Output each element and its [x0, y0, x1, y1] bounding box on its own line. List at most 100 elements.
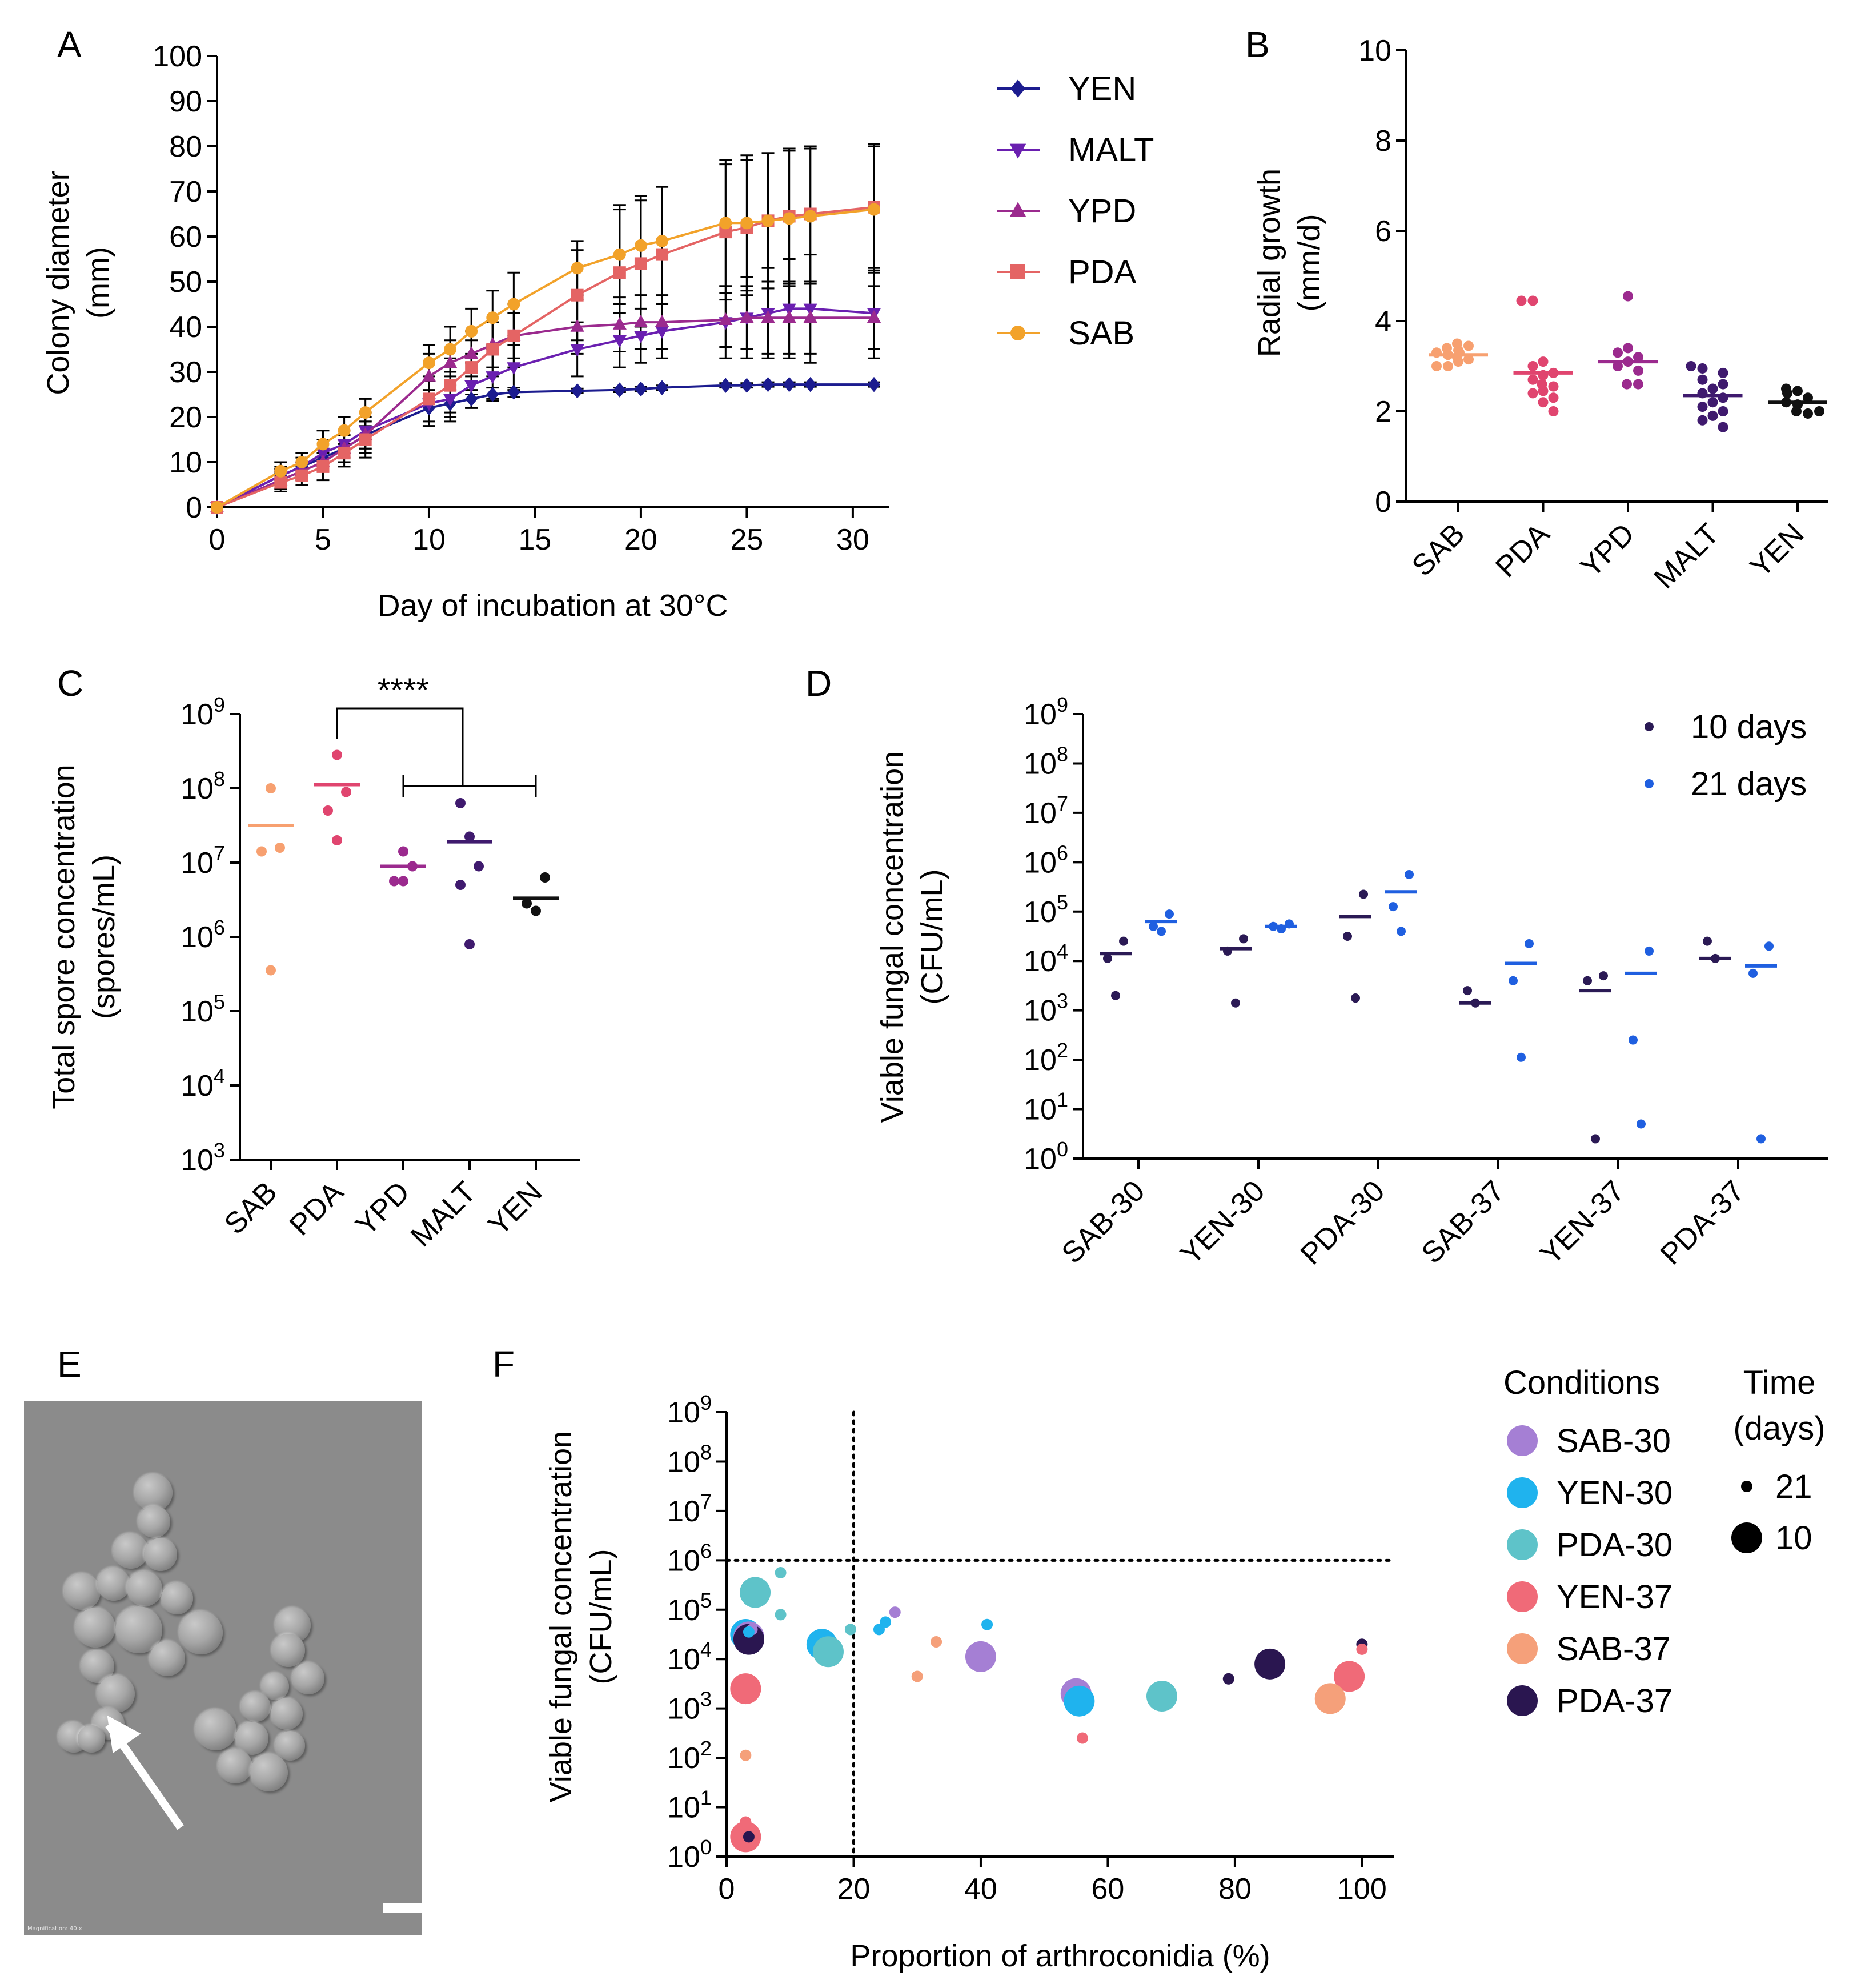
a-point-ypd — [655, 314, 669, 327]
d-y-tick-label-exp: 8 — [1057, 742, 1068, 765]
c-y-tick-label: 109 — [181, 693, 225, 731]
a-point-yen — [804, 376, 817, 392]
cell — [144, 1538, 177, 1571]
b-point-pda — [1538, 397, 1549, 408]
a-y-tick-label: 10 — [169, 446, 202, 479]
d-point-21-days — [1165, 909, 1174, 919]
f-legend-label-pda-30: PDA-30 — [1557, 1526, 1673, 1564]
a-point-ypd — [612, 316, 627, 330]
d-y-tick-label-exp: 7 — [1057, 792, 1068, 815]
d-point-10-days — [1119, 936, 1128, 946]
f-point-sab-37 — [740, 1749, 752, 1761]
cell — [275, 1731, 305, 1761]
a-point-pda — [465, 361, 478, 374]
b-point-ypd — [1623, 343, 1633, 354]
f-point-pda-37 — [1222, 1673, 1234, 1685]
a-point-yen — [507, 384, 520, 400]
f-x-label: Proportion of arthroconidia (%) — [850, 1939, 1270, 1973]
a-y-tick-label: 60 — [169, 221, 202, 254]
d-y-tick-label-exp: 5 — [1057, 891, 1068, 914]
f-legend-marker-pda-30 — [1507, 1529, 1538, 1560]
f-point-pda-30 — [812, 1636, 844, 1668]
f-legend-marker-sab-37 — [1507, 1633, 1538, 1664]
c-point-malt — [474, 861, 484, 872]
d-legend-marker-0 — [1645, 722, 1654, 731]
c-y-tick-label-base: 10 — [181, 1144, 214, 1177]
a-point-sab — [274, 464, 287, 478]
f-legend-marker-sab-30 — [1507, 1425, 1538, 1456]
f-y-tick-label-base: 10 — [667, 1544, 700, 1577]
b-point-pda — [1527, 388, 1538, 399]
c-x-tick-label: MALT — [404, 1175, 482, 1253]
a-point-yen — [740, 378, 753, 393]
b-point-malt — [1718, 422, 1728, 432]
f-y-tick-label: 107 — [667, 1490, 712, 1528]
d-point-10-days — [1239, 934, 1248, 944]
f-point-pda-30 — [1146, 1681, 1177, 1712]
a-point-pda — [613, 266, 626, 279]
f-point-yen-37 — [1334, 1661, 1365, 1692]
f-point-pda-30 — [775, 1609, 787, 1621]
a-point-ypd — [803, 310, 817, 323]
d-point-21-days — [1517, 1052, 1526, 1062]
a-point-malt — [803, 303, 817, 316]
a-point-sab — [338, 424, 351, 437]
a-legend: YEN MALT YPD PDA SAB — [997, 70, 1154, 352]
b-x-tick-label: SAB — [1406, 517, 1471, 583]
a-point-sab — [211, 501, 223, 514]
f-point-yen-37 — [730, 1673, 761, 1705]
c-y-tick-label: 108 — [181, 767, 225, 805]
b-y-tick-label: 0 — [1375, 486, 1391, 519]
a-point-pda — [274, 476, 287, 489]
a-point-sab — [507, 298, 520, 311]
a-x-tick-label: 30 — [836, 523, 869, 556]
c-y-label-1: Total spore concentration — [47, 764, 81, 1109]
f-point-sab-37 — [931, 1636, 942, 1648]
cell — [262, 1673, 289, 1700]
b-point-malt — [1718, 367, 1728, 378]
d-y-tick-label: 106 — [1024, 841, 1068, 879]
f-legend-title: Conditions — [1503, 1364, 1660, 1401]
a-point-malt — [570, 344, 584, 357]
b-y-tick-label: 2 — [1375, 395, 1391, 428]
a-y-tick-label: 100 — [153, 40, 202, 73]
a-point-malt — [464, 380, 479, 393]
panel-label-c: C — [57, 663, 83, 704]
f-y-tick-label: 101 — [667, 1786, 712, 1825]
f-point-pda-30 — [775, 1566, 787, 1578]
a-y-tick-label: 70 — [169, 175, 202, 209]
c-point-ypd — [389, 876, 399, 887]
c-y-tick-label-exp: 3 — [214, 1139, 225, 1162]
d-x-tick-label: YEN-30 — [1174, 1174, 1272, 1271]
d-y-tick-label: 105 — [1024, 891, 1068, 929]
d-point-10-days — [1359, 889, 1368, 899]
a-point-malt — [316, 448, 330, 461]
f-size-legend-marker-10 — [1731, 1522, 1762, 1553]
b-x-tick-label: YPD — [1574, 517, 1641, 584]
f-y-tick-label: 109 — [667, 1391, 712, 1429]
f-y-tick-label-base: 10 — [667, 1693, 700, 1726]
b-x-tick-label: MALT — [1648, 517, 1726, 595]
b-point-malt — [1707, 397, 1718, 408]
f-legend-marker-pda-37 — [1507, 1685, 1538, 1716]
d-x-tick-label: SAB-30 — [1056, 1174, 1152, 1270]
a-point-yen — [634, 381, 647, 397]
a-point-ypd — [443, 355, 458, 368]
d-point-10-days — [1599, 971, 1608, 981]
d-legend-label-0: 10 days — [1691, 708, 1807, 746]
b-point-ypd — [1613, 347, 1623, 358]
d-y-label-1: Viable fungal concentration — [875, 751, 909, 1123]
c-y-tick-label-exp: 8 — [214, 767, 225, 791]
f-y-tick-label-exp: 8 — [700, 1440, 712, 1464]
cell — [292, 1662, 324, 1694]
a-x-label: Day of incubation at 30°C — [378, 588, 728, 623]
c-x-tick-label: SAB — [218, 1175, 284, 1241]
d-x-tick-label: PDA-37 — [1654, 1174, 1751, 1271]
a-point-ypd — [740, 310, 754, 323]
f-legend: Conditions Time (days) SAB-30 YEN-30 PDA-3… — [1503, 1364, 1826, 1720]
d-point-21-days — [1525, 939, 1534, 948]
f-point-yen-30 — [873, 1624, 885, 1636]
a-point-yen — [613, 382, 626, 398]
d-point-21-days — [1405, 869, 1414, 879]
